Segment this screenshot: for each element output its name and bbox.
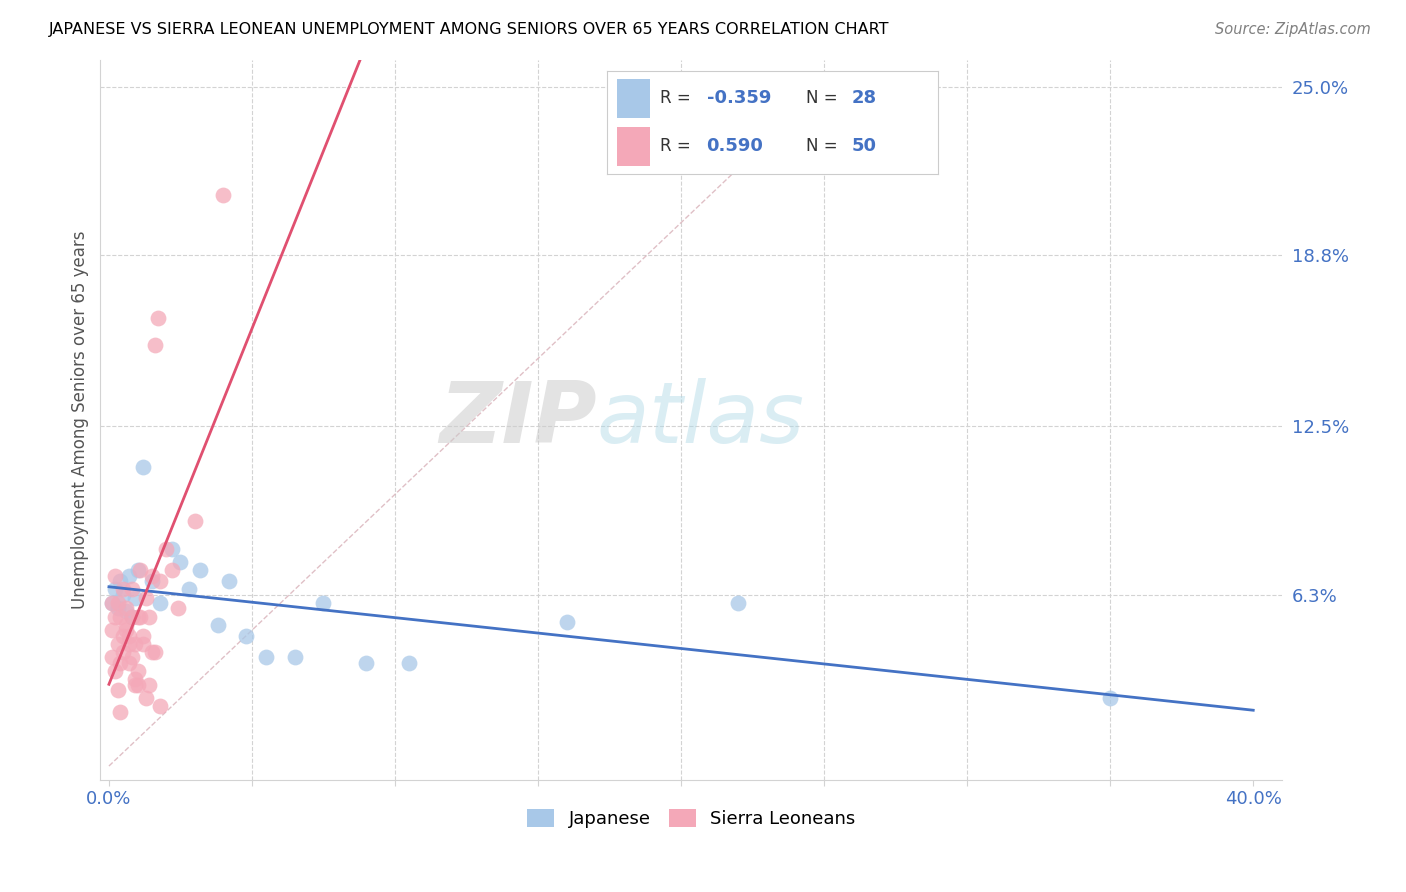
Point xyxy=(115,604,138,618)
Point xyxy=(115,601,138,615)
Text: R =: R = xyxy=(661,89,696,107)
Point xyxy=(112,588,135,602)
Point xyxy=(141,645,163,659)
Point xyxy=(115,617,138,632)
Legend: Japanese, Sierra Leoneans: Japanese, Sierra Leoneans xyxy=(520,802,862,836)
Text: JAPANESE VS SIERRA LEONEAN UNEMPLOYMENT AMONG SENIORS OVER 65 YEARS CORRELATION : JAPANESE VS SIERRA LEONEAN UNEMPLOYMENT … xyxy=(49,22,890,37)
Point xyxy=(115,623,138,637)
Point xyxy=(555,615,578,629)
Point xyxy=(1099,691,1122,706)
Point xyxy=(398,656,420,670)
Point xyxy=(110,705,132,719)
Point xyxy=(104,664,127,678)
Point xyxy=(312,596,335,610)
Point xyxy=(110,574,132,589)
Point xyxy=(149,574,172,589)
Point xyxy=(141,569,163,583)
Point xyxy=(124,637,146,651)
Point xyxy=(112,582,135,597)
Point xyxy=(101,650,124,665)
Point xyxy=(727,596,749,610)
Point xyxy=(149,699,172,714)
Point xyxy=(110,609,132,624)
Point xyxy=(138,677,160,691)
Point xyxy=(143,338,166,352)
Point xyxy=(143,645,166,659)
Text: ZIP: ZIP xyxy=(439,378,596,461)
Point xyxy=(254,650,277,665)
Point xyxy=(127,677,149,691)
FancyBboxPatch shape xyxy=(617,78,651,118)
Point xyxy=(177,582,200,597)
FancyBboxPatch shape xyxy=(617,127,651,166)
Point xyxy=(132,637,155,651)
Text: N =: N = xyxy=(806,137,842,155)
Point xyxy=(124,672,146,686)
Text: -0.359: -0.359 xyxy=(707,89,770,107)
Point xyxy=(101,623,124,637)
Point xyxy=(160,541,183,556)
Point xyxy=(155,541,177,556)
Point xyxy=(118,637,141,651)
Text: R =: R = xyxy=(661,137,696,155)
Point xyxy=(166,601,188,615)
Point xyxy=(138,609,160,624)
Text: Source: ZipAtlas.com: Source: ZipAtlas.com xyxy=(1215,22,1371,37)
Point xyxy=(127,563,149,577)
Point xyxy=(104,582,127,597)
Text: 0.590: 0.590 xyxy=(707,137,763,155)
Point xyxy=(107,637,129,651)
Point xyxy=(110,656,132,670)
Point xyxy=(104,609,127,624)
Point xyxy=(169,555,191,569)
Point xyxy=(284,650,307,665)
Point xyxy=(184,515,207,529)
Point xyxy=(356,656,378,670)
Point xyxy=(112,629,135,643)
Text: 28: 28 xyxy=(852,89,877,107)
Point xyxy=(121,650,143,665)
Text: N =: N = xyxy=(806,89,842,107)
Point xyxy=(101,596,124,610)
Point xyxy=(124,591,146,605)
Point xyxy=(104,569,127,583)
Point xyxy=(141,574,163,589)
Point xyxy=(135,691,157,706)
Point xyxy=(135,591,157,605)
Point xyxy=(121,609,143,624)
Point xyxy=(235,629,257,643)
Point xyxy=(212,188,235,202)
Point xyxy=(118,629,141,643)
Point xyxy=(118,569,141,583)
Point xyxy=(207,617,229,632)
Point xyxy=(132,460,155,475)
Point xyxy=(146,310,169,325)
Y-axis label: Unemployment Among Seniors over 65 years: Unemployment Among Seniors over 65 years xyxy=(72,230,89,609)
Point xyxy=(132,629,155,643)
Point xyxy=(107,596,129,610)
Point xyxy=(127,664,149,678)
Point xyxy=(107,682,129,697)
Point xyxy=(107,601,129,615)
Point xyxy=(101,596,124,610)
Point xyxy=(190,563,212,577)
Point xyxy=(129,563,152,577)
Point xyxy=(112,645,135,659)
Point xyxy=(160,563,183,577)
Point xyxy=(129,609,152,624)
Point xyxy=(121,609,143,624)
Point xyxy=(149,596,172,610)
Point xyxy=(124,677,146,691)
Text: 50: 50 xyxy=(852,137,877,155)
Point xyxy=(127,609,149,624)
Point xyxy=(121,582,143,597)
Point xyxy=(218,574,240,589)
Point xyxy=(118,656,141,670)
Text: atlas: atlas xyxy=(596,378,804,461)
